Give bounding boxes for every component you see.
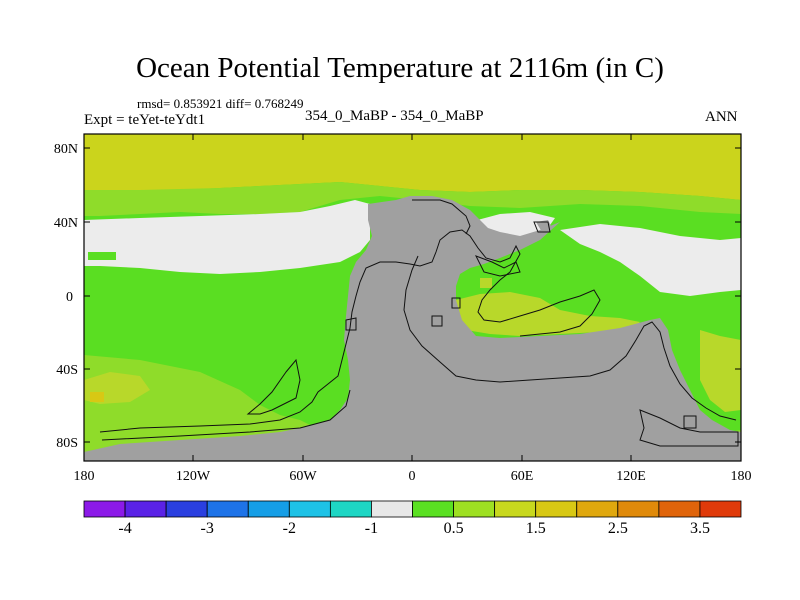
colorbar-label: -4 <box>118 520 131 537</box>
coastlines <box>99 199 739 447</box>
stats-line: rmsd= 0.853921 diff= 0.768249 <box>137 96 304 111</box>
southern-band <box>84 355 741 461</box>
lat-label-40n: 40N <box>54 216 78 231</box>
subtitle: 354_0_MaBP - 354_0_MaBP <box>305 108 484 124</box>
colorbar-label: -2 <box>283 520 296 537</box>
coastline-central <box>403 255 737 421</box>
lat-label-0: 0 <box>66 290 73 305</box>
land-island <box>462 222 486 240</box>
colorbar-labels: -4 -3 -2 -1 0.5 1.5 2.5 3.5 <box>118 520 710 537</box>
colorbar-swatch <box>535 500 578 518</box>
northern-band <box>84 134 741 200</box>
lon-label-120e: 120E <box>616 469 646 484</box>
colorbar-swatch <box>247 500 290 518</box>
colorbar-swatch <box>288 500 331 518</box>
colorbar-swatch <box>329 500 372 518</box>
colorbar-label: -1 <box>365 520 378 537</box>
coastline-west-inner <box>246 358 301 415</box>
colorbar-swatch <box>83 500 126 518</box>
colorbar-swatch <box>206 500 249 518</box>
coastline-africa <box>412 199 471 235</box>
plot-title: Ocean Potential Temperature at 2116m (in… <box>136 52 664 84</box>
lon-label-120w: 120W <box>176 469 211 484</box>
map-field <box>84 134 741 461</box>
coastline-box-2 <box>431 315 443 327</box>
colorbar-label: -3 <box>201 520 214 537</box>
colorbar-swatch <box>617 500 660 518</box>
colorbar-swatch <box>371 500 413 518</box>
colorbar-swatch <box>658 500 701 518</box>
lat-label-80n: 80N <box>54 142 78 157</box>
colorbar-swatch <box>165 500 208 518</box>
coastline-southern-isle <box>639 409 739 447</box>
indian-patch <box>456 292 640 336</box>
lon-label-0: 0 <box>409 469 416 484</box>
colorbar-label: 2.5 <box>608 520 628 537</box>
colorbar-swatch <box>412 500 454 518</box>
latitude-labels: 80N 40N 0 40S 80S <box>54 142 78 451</box>
lon-label-60e: 60E <box>511 469 534 484</box>
lon-label-60w: 60W <box>289 469 317 484</box>
colorbar-label: 0.5 <box>444 520 464 537</box>
lat-label-80s: 80S <box>56 436 78 451</box>
east-patch <box>700 330 741 412</box>
season-label: ANN <box>705 109 738 125</box>
pale-band-west <box>84 200 370 274</box>
colorbar-swatch <box>494 500 537 518</box>
pale-band-east <box>560 224 741 296</box>
coastline-south <box>101 389 351 441</box>
colorbar-label: 1.5 <box>526 520 546 537</box>
yellow-spot <box>90 392 104 402</box>
experiment-label: Expt = teYet-teYdt1 <box>84 112 206 128</box>
tick-marks <box>84 134 741 461</box>
pale-spot <box>88 252 116 260</box>
lon-label-180e: 180 <box>731 469 752 484</box>
coastline-box-4 <box>683 415 697 429</box>
coastline-outer <box>99 229 601 433</box>
colorbar <box>83 500 742 518</box>
colorbar-swatch <box>699 500 742 518</box>
lat-label-40s: 40S <box>56 363 78 378</box>
colorbar-swatch <box>576 500 619 518</box>
yellow-spot-2 <box>480 278 492 288</box>
colorbar-swatch <box>124 500 167 518</box>
colorbar-label: 3.5 <box>690 520 710 537</box>
colorbar-swatch <box>453 500 496 518</box>
land-main <box>84 196 741 461</box>
coastline-ne <box>533 221 551 233</box>
coastline-indian <box>474 255 521 277</box>
lon-label-180w: 180 <box>74 469 95 484</box>
coastline-box-3 <box>451 297 461 309</box>
coastline-box-1 <box>345 317 357 331</box>
longitude-labels: 180 120W 60W 0 60E 120E 180 <box>74 469 752 484</box>
